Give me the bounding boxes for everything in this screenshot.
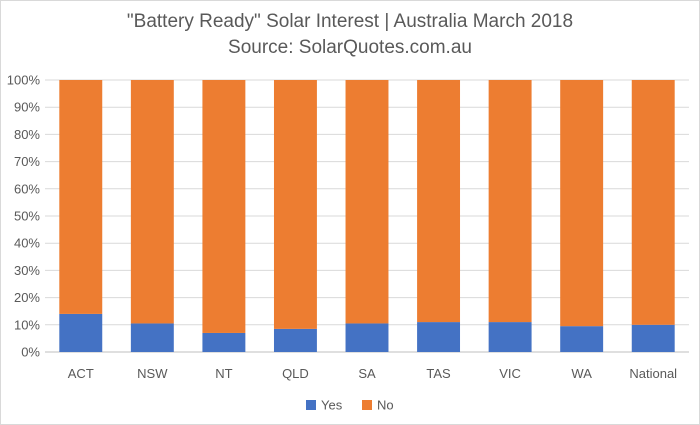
y-tick-label: 90% [14, 100, 40, 115]
bar-no-tas [417, 80, 461, 323]
legend-label-yes: Yes [321, 398, 343, 413]
legend-swatch-yes [306, 400, 316, 410]
bar-yes-sa [345, 323, 389, 352]
y-tick-label: 20% [14, 290, 40, 305]
y-tick-label: 0% [21, 345, 40, 360]
bar-no-nt [202, 80, 246, 333]
x-tick-label: QLD [282, 366, 309, 381]
y-tick-label: 60% [14, 181, 40, 196]
chart-title: "Battery Ready" Solar Interest | Austral… [126, 11, 574, 32]
legend-swatch-no [362, 400, 372, 410]
x-tick-label: NSW [137, 366, 168, 381]
x-tick-label: VIC [499, 366, 521, 381]
y-tick-label: 100% [7, 73, 41, 88]
x-tick-label: NT [215, 366, 232, 381]
bar-no-national [631, 80, 675, 325]
bar-yes-national [631, 324, 675, 352]
bar-no-qld [273, 80, 317, 329]
x-tick-label: TAS [426, 366, 451, 381]
bar-no-vic [488, 80, 532, 323]
chart-title-block: "Battery Ready" Solar Interest | Austral… [1, 9, 699, 61]
bar-no-nsw [130, 80, 174, 324]
x-tick-label: ACT [68, 366, 94, 381]
y-tick-label: 40% [14, 236, 40, 251]
y-tick-label: 10% [14, 317, 40, 332]
bar-yes-nt [202, 332, 246, 352]
y-tick-label: 30% [14, 263, 40, 278]
y-tick-label: 80% [14, 127, 40, 142]
y-tick-label: 50% [14, 209, 40, 224]
chart-subtitle: Source: SolarQuotes.com.au [228, 37, 472, 58]
x-tick-label: WA [571, 366, 592, 381]
x-tick-label: SA [358, 366, 376, 381]
legend-label-no: No [377, 398, 394, 413]
y-tick-label: 70% [14, 154, 40, 169]
bar-no-wa [560, 80, 604, 327]
x-tick-label: National [629, 366, 677, 381]
bar-yes-vic [488, 322, 532, 352]
bar-yes-nsw [130, 323, 174, 352]
bar-no-act [59, 80, 103, 314]
bar-yes-act [59, 313, 103, 352]
bar-no-sa [345, 80, 389, 324]
bar-yes-tas [417, 322, 461, 352]
bar-yes-qld [273, 328, 317, 352]
bar-yes-wa [560, 326, 604, 352]
